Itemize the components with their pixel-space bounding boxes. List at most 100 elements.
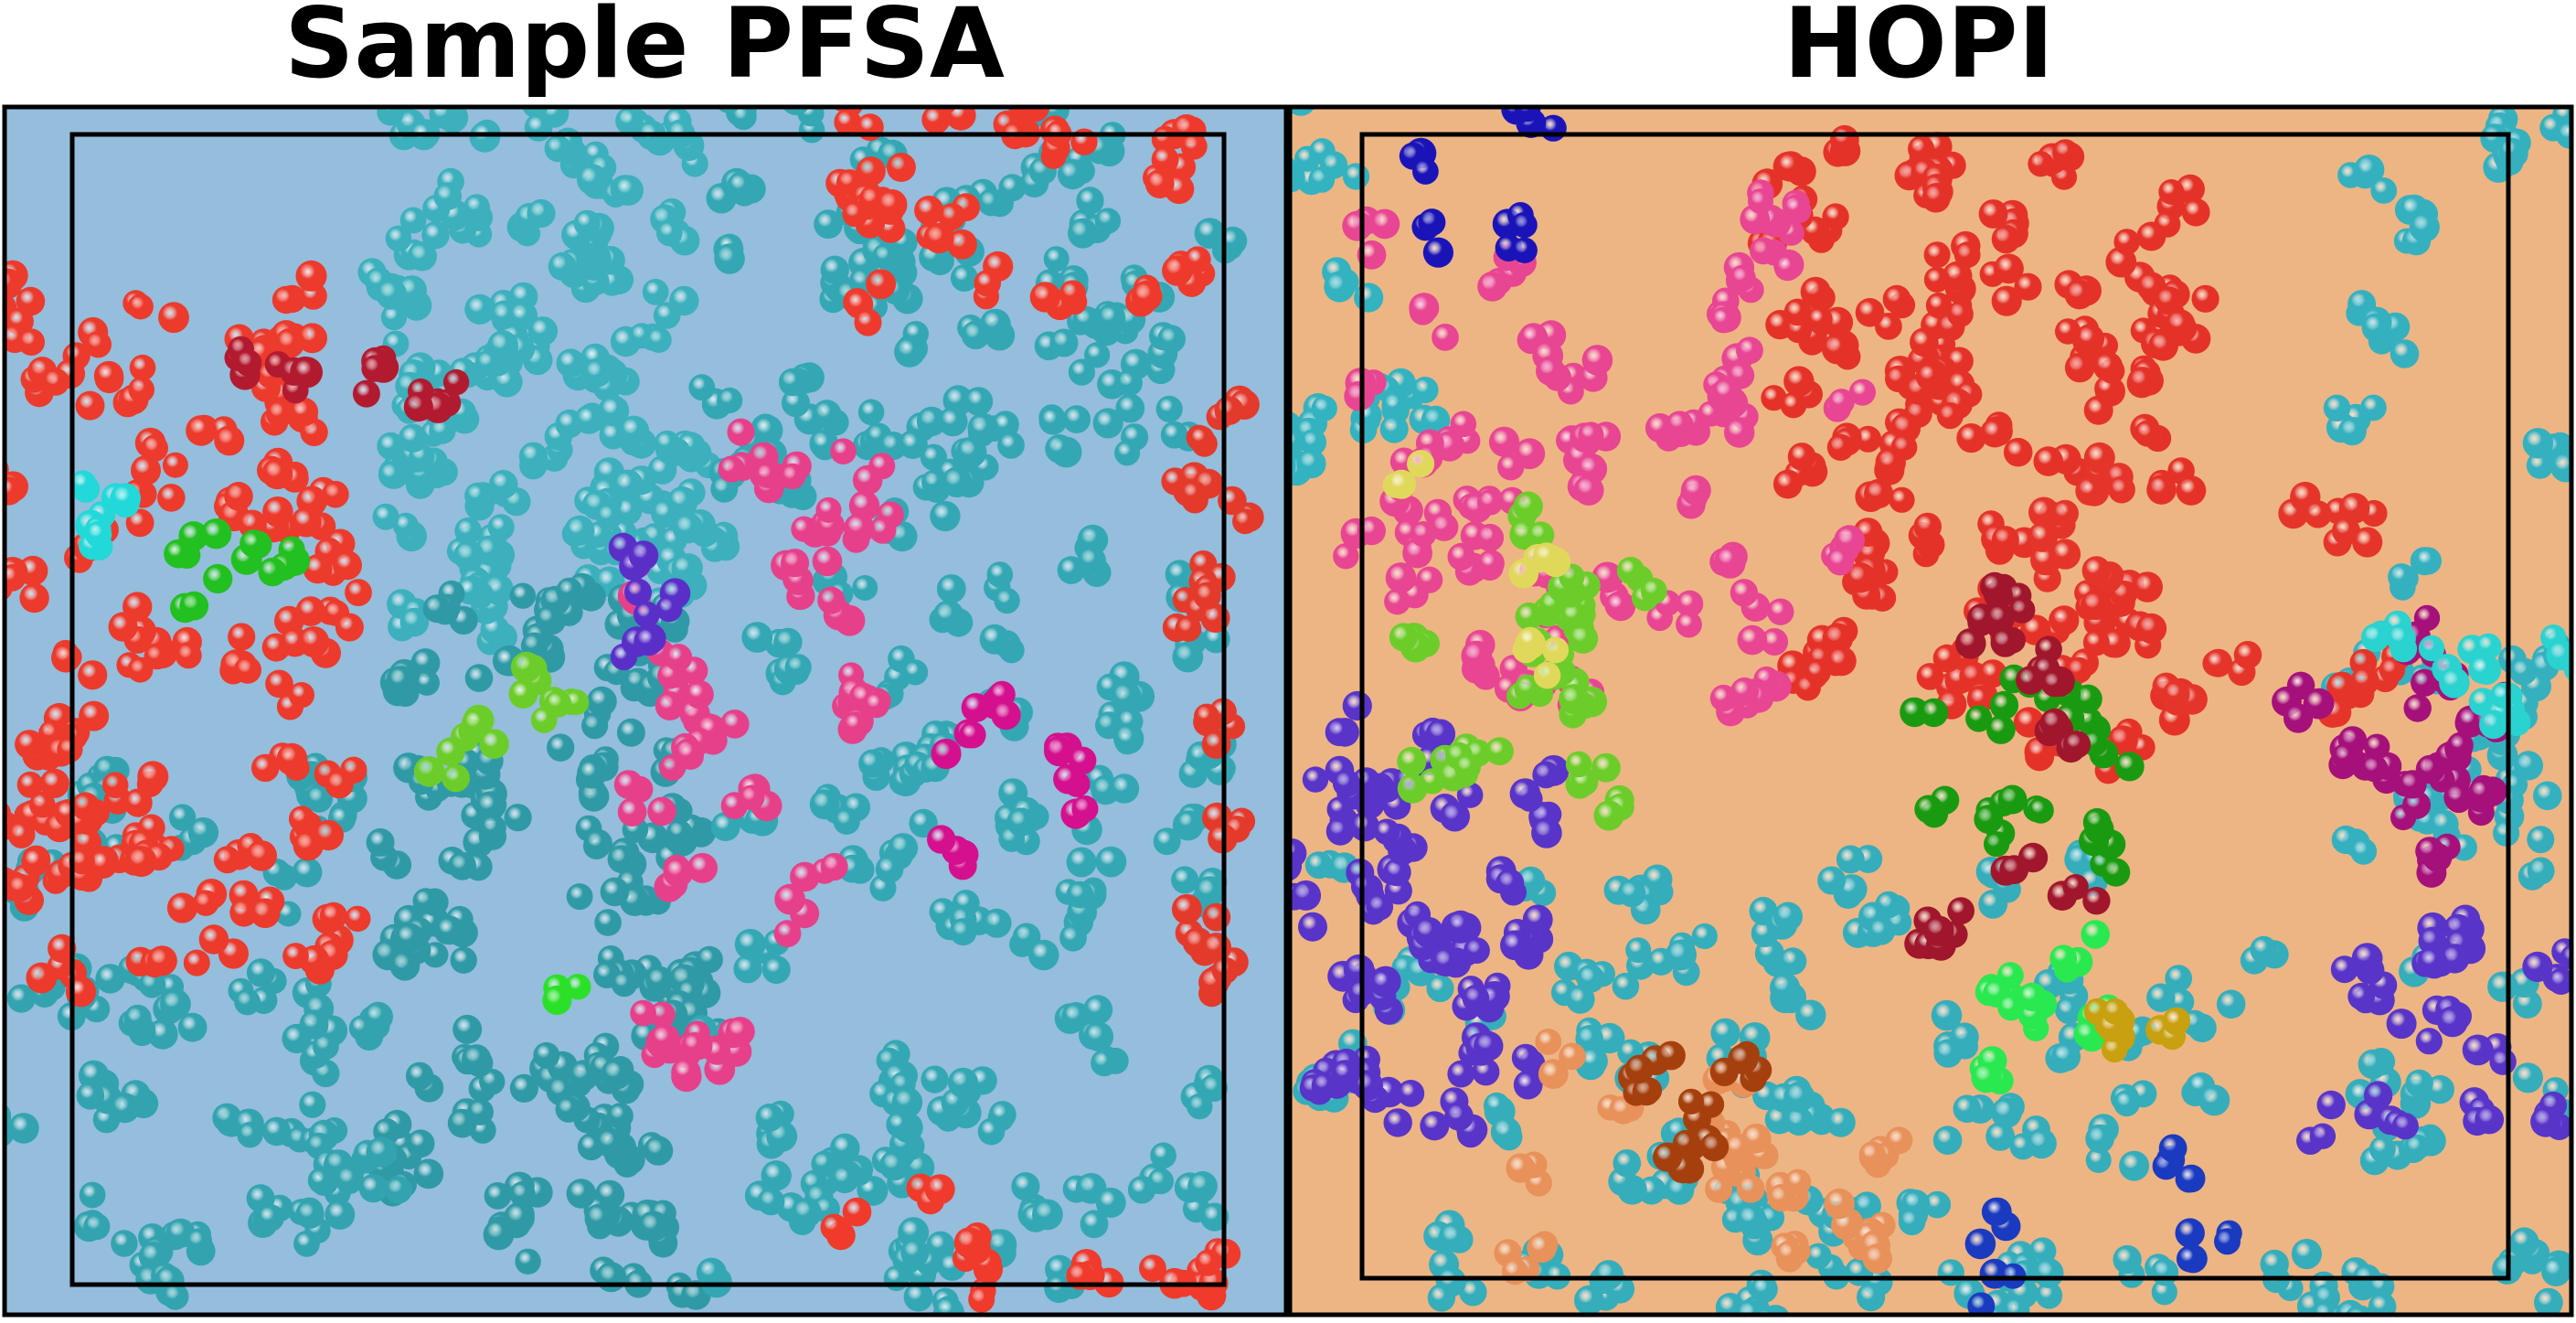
panel-frame xyxy=(1287,104,2574,1318)
atom-sphere xyxy=(720,710,750,739)
atom-sphere xyxy=(2403,1134,2430,1161)
atom-sphere xyxy=(1999,855,2029,885)
atom-sphere xyxy=(1559,684,1590,715)
atom-sphere xyxy=(1462,985,1490,1012)
atom-sphere xyxy=(1369,208,1400,240)
atom-sphere xyxy=(394,923,425,953)
atom-sphere xyxy=(422,594,452,624)
atom-sphere xyxy=(820,255,849,284)
atom-sphere xyxy=(1773,902,1803,932)
atom-sphere xyxy=(894,336,925,368)
atom-sphere xyxy=(757,1188,785,1216)
atom-sphere xyxy=(1045,434,1074,464)
panel-frame xyxy=(2,104,1289,1318)
atom-sphere xyxy=(1908,135,1935,163)
atom-sphere xyxy=(183,949,210,976)
atom-sphere xyxy=(1728,1043,1759,1075)
atom-sphere xyxy=(1575,1025,1603,1053)
atom-sphere xyxy=(2323,394,2351,421)
atom-sphere xyxy=(530,707,558,733)
atom-sphere xyxy=(2082,629,2110,656)
atom-sphere xyxy=(1533,662,1561,689)
atom-sphere xyxy=(2330,955,2358,984)
atom-sphere xyxy=(2345,1305,2374,1315)
atom-sphere xyxy=(1369,968,1399,998)
atom-sphere xyxy=(110,1093,141,1124)
atom-sphere xyxy=(2405,1069,2433,1098)
atom-sphere xyxy=(1381,390,1410,419)
atom-sphere xyxy=(607,1103,633,1129)
atom-sphere xyxy=(2498,137,2526,165)
atom-sphere xyxy=(1427,1284,1456,1312)
atom-sphere xyxy=(203,563,233,594)
atom-sphere xyxy=(295,1200,325,1229)
atom-sphere xyxy=(2151,1279,2177,1306)
atom-sphere xyxy=(2062,731,2092,759)
atom-sphere xyxy=(1714,546,1744,576)
atom-sphere xyxy=(1430,512,1459,541)
atom-sphere xyxy=(1532,761,1560,789)
atom-sphere xyxy=(950,264,978,292)
atom-sphere xyxy=(1730,677,1759,706)
atom-sphere xyxy=(345,579,372,606)
atom-sphere xyxy=(366,1136,397,1168)
atom-sphere xyxy=(1440,801,1470,832)
atom-sphere xyxy=(1560,602,1589,630)
atom-sphere xyxy=(1114,440,1141,466)
atom-sphere xyxy=(942,466,973,497)
atom-sphere xyxy=(921,107,951,134)
atom-sphere xyxy=(262,496,293,528)
atom-sphere xyxy=(1447,542,1475,571)
atom-sphere xyxy=(2530,1106,2561,1137)
atom-sphere xyxy=(1150,1142,1176,1169)
atom-sphere xyxy=(71,792,100,821)
atom-sphere xyxy=(1800,276,1831,307)
atom-sphere xyxy=(1804,659,1831,686)
atom-sphere xyxy=(1464,937,1490,964)
atom-sphere xyxy=(1910,327,1939,357)
atom-sphere xyxy=(1830,124,1859,155)
atom-sphere xyxy=(1476,489,1504,516)
atom-sphere xyxy=(1775,1240,1803,1267)
atom-sphere xyxy=(127,293,154,320)
atom-sphere xyxy=(1916,663,1944,690)
atom-sphere xyxy=(179,591,209,621)
atom-sphere xyxy=(1175,615,1202,642)
atom-sphere xyxy=(2165,965,2193,992)
atom-sphere xyxy=(1594,1022,1625,1054)
atom-sphere xyxy=(947,229,977,260)
atom-sphere xyxy=(144,643,170,670)
atom-sphere xyxy=(1320,151,1348,179)
atom-sphere xyxy=(2101,628,2131,658)
atom-sphere xyxy=(1676,590,1704,618)
atom-sphere xyxy=(998,174,1027,202)
atom-sphere xyxy=(2216,989,2246,1019)
atom-sphere xyxy=(2135,613,2167,645)
atom-sphere xyxy=(1991,1097,2022,1128)
atom-sphere xyxy=(1349,811,1380,842)
atom-sphere xyxy=(335,613,364,642)
atom-sphere xyxy=(237,1122,263,1148)
atom-sphere xyxy=(542,985,572,1016)
atom-sphere xyxy=(2337,417,2367,446)
atom-sphere xyxy=(734,928,766,960)
atom-sphere xyxy=(936,574,966,603)
atom-sphere xyxy=(131,455,161,485)
atom-sphere xyxy=(515,1248,541,1275)
atom-sphere xyxy=(1474,1030,1504,1062)
atom-sphere xyxy=(1822,623,1854,654)
atom-sphere xyxy=(1397,746,1427,777)
atom-sphere xyxy=(474,791,506,822)
atom-sphere xyxy=(141,434,168,463)
atom-sphere xyxy=(125,846,157,878)
atom-sphere xyxy=(2352,527,2383,558)
atom-sphere xyxy=(403,391,433,422)
atom-sphere xyxy=(1931,999,1963,1031)
atom-sphere xyxy=(2113,1244,2142,1275)
atom-sphere xyxy=(1855,425,1882,453)
atom-sphere xyxy=(844,513,875,544)
atom-sphere xyxy=(902,659,929,686)
atom-sphere xyxy=(1990,627,2020,657)
atom-sphere xyxy=(1032,1199,1063,1231)
atom-sphere xyxy=(1680,475,1711,506)
